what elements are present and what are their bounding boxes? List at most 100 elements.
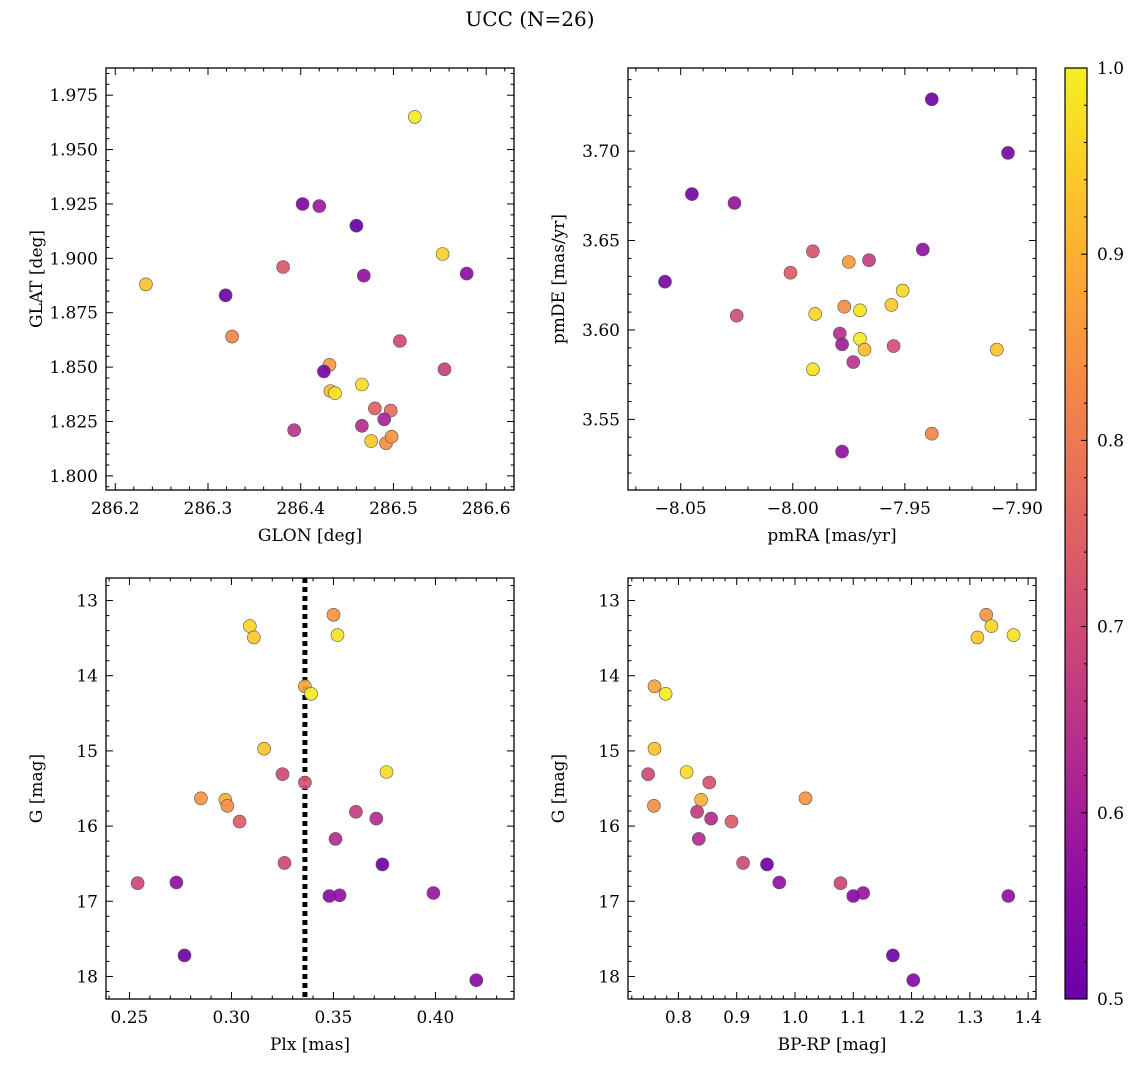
data-point bbox=[287, 423, 302, 438]
data-point bbox=[276, 260, 290, 274]
data-point bbox=[328, 386, 342, 401]
data-point bbox=[407, 110, 422, 124]
data-point bbox=[130, 876, 145, 891]
y-tick-label: 14 bbox=[598, 667, 620, 687]
y-tick-label: 1.825 bbox=[49, 412, 98, 432]
data-point bbox=[330, 628, 345, 642]
data-point bbox=[225, 329, 239, 344]
data-point bbox=[841, 255, 856, 269]
data-point bbox=[979, 607, 994, 622]
data-point bbox=[853, 303, 867, 318]
colorbar-tick-label: 1.0 bbox=[1097, 59, 1124, 79]
y-tick-label: 3.70 bbox=[582, 142, 620, 162]
data-point bbox=[1001, 146, 1015, 160]
y-tick-label: 3.55 bbox=[582, 410, 620, 430]
data-point bbox=[727, 196, 742, 210]
data-point bbox=[218, 288, 233, 303]
panels: 286.2 286.3 286.4 286.5 286.6 1.800 1.825 1.850… bbox=[27, 67, 1043, 1055]
data-point bbox=[857, 342, 872, 357]
x-tick-label: 0.8 bbox=[665, 1008, 692, 1028]
data-point bbox=[906, 973, 921, 988]
data-point bbox=[729, 308, 744, 323]
data-point bbox=[760, 857, 774, 872]
data-point bbox=[356, 268, 371, 283]
x-axis-label: BP-RP [mag] bbox=[778, 1035, 887, 1055]
data-point bbox=[808, 307, 823, 321]
colorbar-tick-label: 0.6 bbox=[1097, 804, 1124, 824]
x-tick-label: 1.1 bbox=[840, 1008, 867, 1028]
data-point bbox=[435, 247, 450, 261]
data-point bbox=[641, 767, 655, 782]
data-point bbox=[295, 197, 310, 211]
x-tick-label: −7.90 bbox=[991, 499, 1043, 519]
data-point bbox=[846, 889, 861, 903]
data-point bbox=[277, 856, 292, 870]
data-point bbox=[169, 875, 184, 890]
data-point bbox=[833, 876, 848, 891]
colorbar: 0.5 0.6 0.7 0.8 0.9 1.0 bbox=[1064, 59, 1124, 1010]
x-tick-label: 286.5 bbox=[369, 499, 418, 519]
data-point bbox=[835, 337, 849, 352]
colorbar-tick-label: 0.8 bbox=[1097, 431, 1124, 451]
y-tick-label: 15 bbox=[598, 742, 620, 762]
data-point bbox=[194, 791, 208, 806]
y-tick-label: 17 bbox=[598, 892, 620, 912]
data-point bbox=[232, 814, 247, 829]
data-point bbox=[426, 886, 441, 900]
data-point bbox=[375, 857, 390, 872]
data-point bbox=[837, 299, 852, 314]
data-point bbox=[984, 619, 999, 633]
data-point bbox=[685, 187, 699, 201]
y-axis-label: pmDE [mas/yr] bbox=[549, 214, 569, 344]
x-axis-label: GLON [deg] bbox=[258, 526, 362, 546]
x-tick-label: 0.35 bbox=[315, 1008, 353, 1028]
colorbar-tick-label: 0.9 bbox=[1097, 245, 1124, 265]
y-tick-label: 3.65 bbox=[582, 232, 620, 252]
data-point bbox=[862, 253, 876, 268]
data-point bbox=[275, 767, 290, 782]
colorbar-tick-label: 0.5 bbox=[1097, 990, 1124, 1010]
data-point bbox=[806, 362, 820, 377]
panel-4: 0.8 0.9 1.0 1.1 1.2 1.3 1.4 13 14 15 16 17 18 BP-RP [… bbox=[549, 577, 1042, 1055]
y-tick-label: 17 bbox=[76, 892, 98, 912]
colorbar-tick-label: 0.7 bbox=[1097, 618, 1124, 638]
data-point bbox=[846, 355, 861, 369]
data-point bbox=[355, 377, 369, 392]
y-axis-label: GLAT [deg] bbox=[27, 230, 47, 328]
y-tick-label: 16 bbox=[76, 817, 98, 837]
data-point bbox=[349, 804, 363, 819]
data-point bbox=[220, 798, 235, 813]
x-tick-label: −8.00 bbox=[767, 499, 819, 519]
data-point bbox=[369, 811, 384, 826]
data-point bbox=[970, 630, 985, 645]
colorbar-gradient bbox=[1064, 67, 1088, 1000]
y-tick-label: 16 bbox=[598, 817, 620, 837]
y-axis-label: G [mag] bbox=[549, 754, 569, 823]
data-point bbox=[989, 342, 1004, 357]
panel-2: −8.05 −8.00 −7.95 −7.90 3.55 3.60 3.65 3.70 pmRA… bbox=[549, 67, 1043, 546]
data-point bbox=[328, 832, 343, 846]
x-tick-label: 0.25 bbox=[111, 1008, 149, 1028]
data-point bbox=[298, 775, 312, 790]
data-point bbox=[177, 948, 192, 963]
data-point bbox=[647, 741, 662, 756]
y-tick-label: 1.875 bbox=[49, 304, 98, 324]
data-point bbox=[924, 92, 939, 107]
data-point bbox=[658, 274, 672, 289]
data-point bbox=[924, 426, 939, 441]
data-point bbox=[364, 434, 379, 448]
data-point bbox=[1001, 889, 1016, 903]
data-point bbox=[317, 364, 331, 379]
y-tick-label: 13 bbox=[598, 592, 620, 612]
x-tick-label: 1.2 bbox=[898, 1008, 925, 1028]
y-tick-label: 1.900 bbox=[49, 249, 98, 269]
data-point bbox=[884, 298, 899, 312]
data-point bbox=[247, 630, 261, 645]
x-tick-label: 286.2 bbox=[91, 499, 140, 519]
data-point bbox=[886, 948, 900, 963]
y-tick-label: 1.925 bbox=[49, 195, 98, 215]
data-point bbox=[393, 334, 407, 348]
axes-frame bbox=[105, 577, 515, 1000]
